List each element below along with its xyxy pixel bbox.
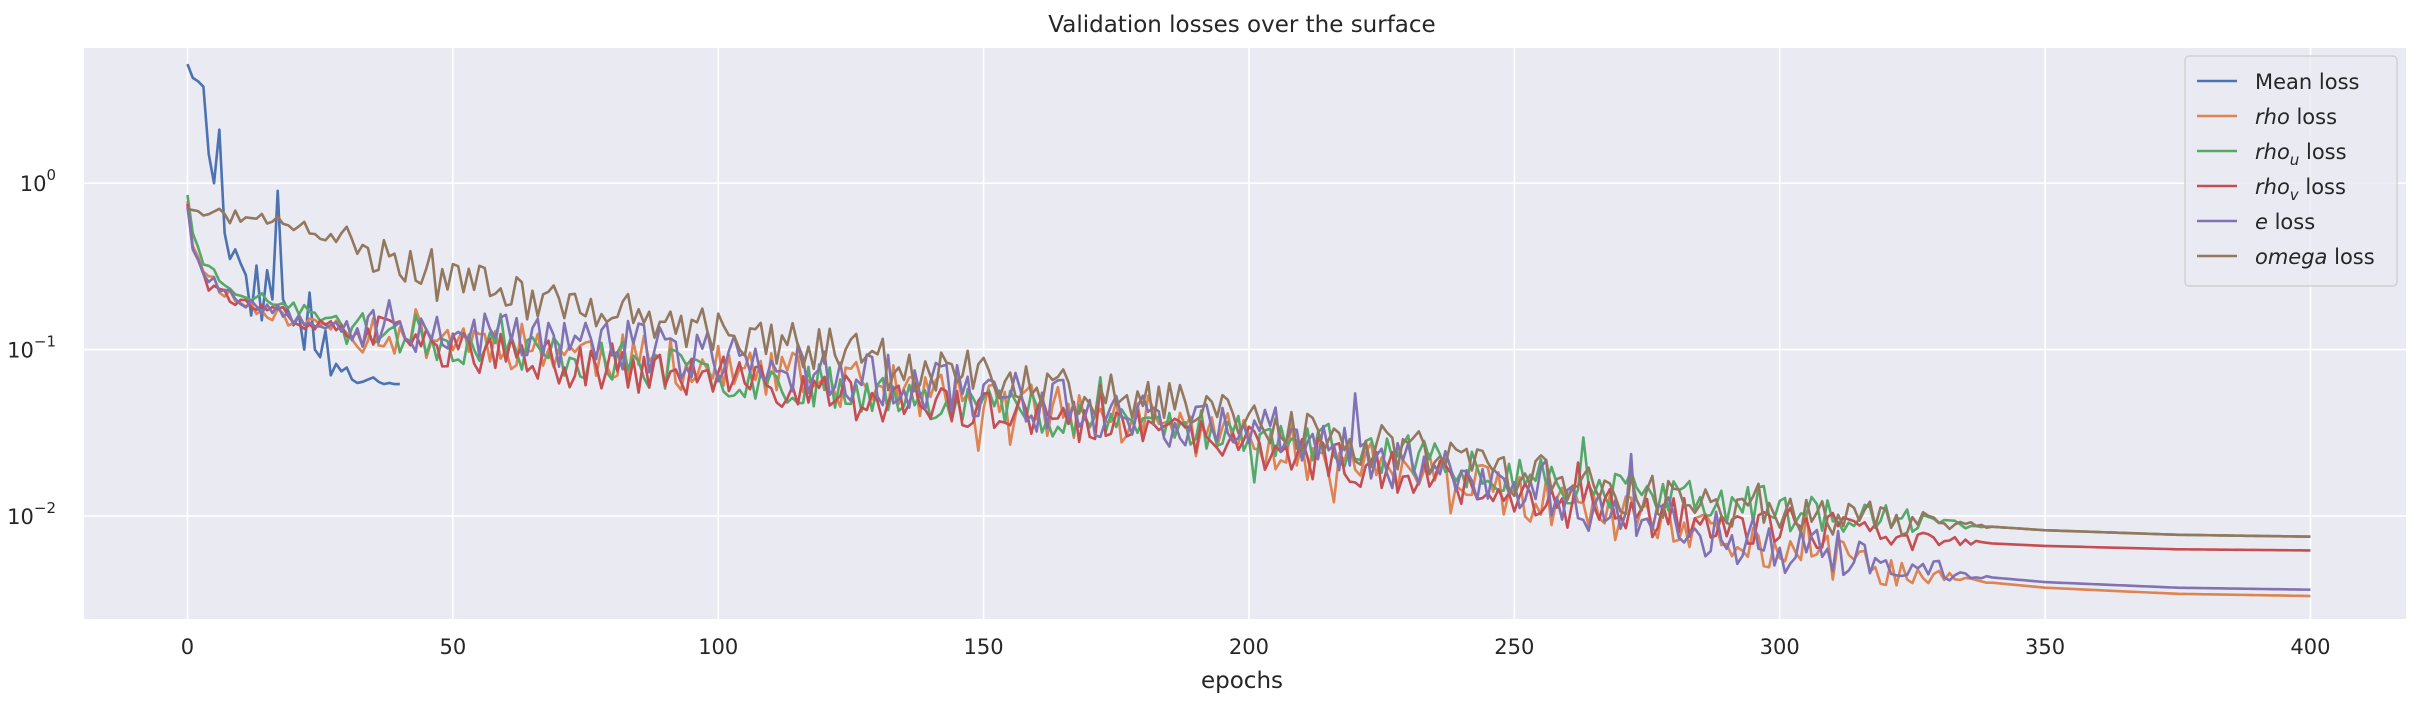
legend-label: rhou loss: [2255, 140, 2347, 169]
legend: Mean loss rho loss rhou loss rhov loss e los…: [2184, 55, 2398, 287]
legend-label: e loss: [2255, 210, 2315, 234]
x-tick-label: 300: [1760, 635, 1800, 659]
y-tick-label: 10−1: [7, 333, 56, 363]
x-tick-label: 250: [1494, 635, 1534, 659]
x-tick-label: 100: [698, 635, 738, 659]
chart-title: Validation losses over the surface: [1048, 12, 1435, 38]
x-axis-label: epochs: [1201, 668, 1283, 694]
x-tick-label: 200: [1229, 635, 1269, 659]
legend-label: omega loss: [2255, 245, 2375, 269]
x-tick-label: 350: [2025, 635, 2065, 659]
legend-label: Mean loss: [2255, 70, 2359, 94]
x-tick-label: 150: [964, 635, 1004, 659]
x-tick-label: 400: [2290, 635, 2330, 659]
x-tick-label: 0: [181, 635, 194, 659]
tick-labels: 0 50 100 150 200 250 300 350 400 100 10−1 10−2: [7, 166, 2330, 659]
y-tick-label: 10−2: [7, 499, 56, 529]
series-lines: [186, 63, 2311, 598]
legend-label: rhov loss: [2255, 175, 2346, 204]
y-tick-label: 100: [20, 166, 56, 196]
series-line: [187, 207, 2311, 538]
x-tick-label: 50: [439, 635, 466, 659]
legend-box: [2184, 55, 2398, 287]
series-line: [186, 206, 2311, 592]
legend-label: rho loss: [2255, 105, 2337, 129]
series-line: [186, 63, 400, 386]
series-line: [186, 203, 2311, 552]
